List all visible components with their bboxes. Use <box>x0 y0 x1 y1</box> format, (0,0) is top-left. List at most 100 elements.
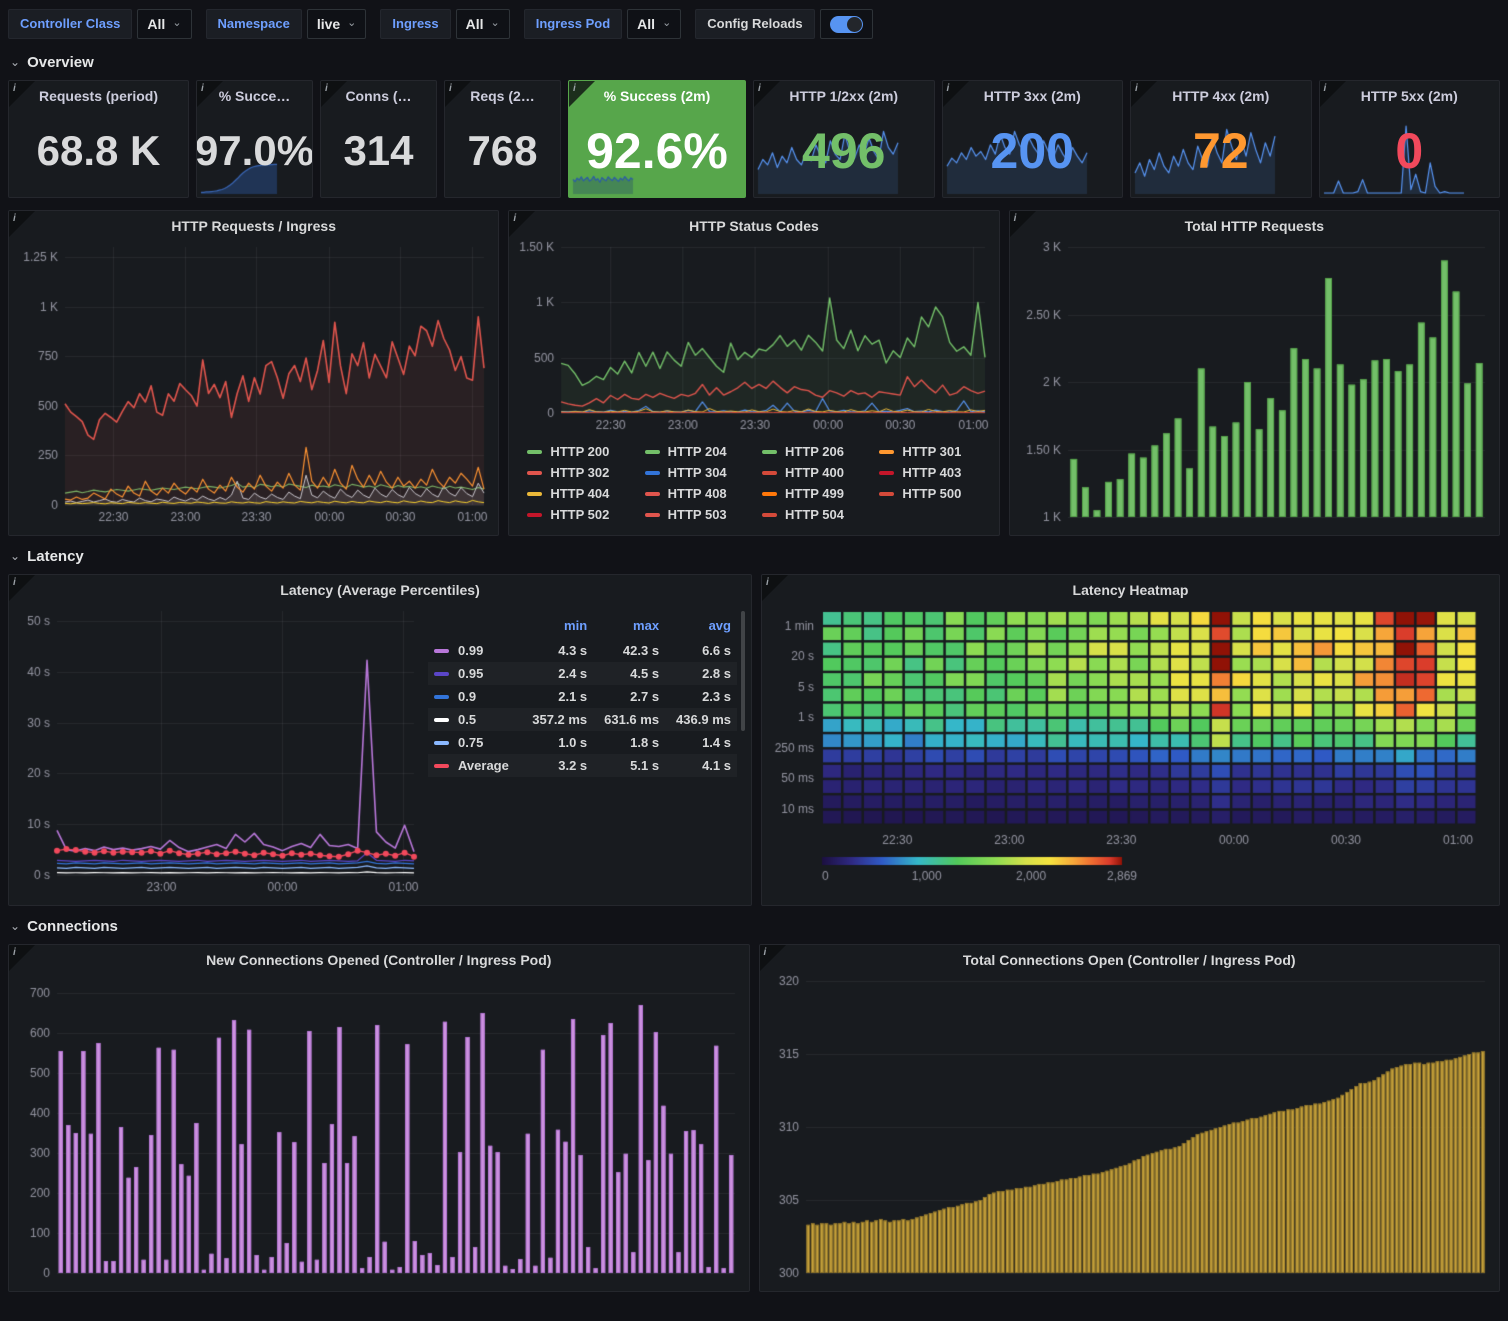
series-swatch <box>879 449 895 454</box>
legend-item[interactable]: HTTP 503 <box>644 504 756 525</box>
info-icon[interactable]: i <box>762 575 788 601</box>
series-swatch <box>527 449 543 454</box>
stat-min: 1.0 s <box>558 735 588 750</box>
legend-label: HTTP 301 <box>902 444 962 459</box>
info-icon[interactable]: i <box>9 945 35 971</box>
legend-item[interactable]: HTTP 403 <box>879 462 990 483</box>
legend-item[interactable]: HTTP 502 <box>527 504 638 525</box>
namespace-label[interactable]: Namespace <box>205 9 302 39</box>
stat-value: 92.6% <box>586 122 728 179</box>
info-icon[interactable]: i <box>1319 81 1346 107</box>
series-label[interactable]: Average <box>458 758 509 773</box>
ingress-select[interactable]: All ⌄ <box>455 9 510 39</box>
info-icon[interactable]: i <box>1131 81 1157 107</box>
info-icon[interactable]: i <box>759 945 786 971</box>
ingress-pod-label[interactable]: Ingress Pod <box>523 9 623 39</box>
series-label[interactable]: 0.95 <box>458 666 484 681</box>
latency-percentiles-chart[interactable] <box>13 603 425 901</box>
legend-item[interactable]: HTTP 408 <box>644 483 756 504</box>
info-icon[interactable]: i <box>1009 211 1036 237</box>
ingress-value: All <box>465 16 484 32</box>
legend-item[interactable]: HTTP 504 <box>761 504 873 525</box>
scrollbar[interactable] <box>740 611 745 731</box>
info-icon[interactable]: i <box>445 81 471 107</box>
ingress-pod-select[interactable]: All ⌄ <box>627 9 682 39</box>
series-label[interactable]: 0.5 <box>458 712 477 727</box>
series-label[interactable]: 0.75 <box>458 735 484 750</box>
filter-namespace: Namespace live ⌄ <box>205 9 367 39</box>
panel-latency-heatmap: i Latency Heatmap <box>761 574 1500 906</box>
config-reloads-toggle[interactable] <box>819 9 873 39</box>
panel-title[interactable]: Conns (… <box>345 88 412 104</box>
panel-http-requests-ingress: i HTTP Requests / Ingress <box>8 210 500 536</box>
info-icon[interactable]: i <box>9 211 35 237</box>
panel-title[interactable]: HTTP 3xx (2m) <box>983 88 1081 104</box>
panel-title[interactable]: Total Connections Open (Controller / Ing… <box>962 952 1296 968</box>
stat-avg: 2.3 s <box>702 689 731 704</box>
panel-title[interactable]: Latency Heatmap <box>1072 582 1189 598</box>
panel-title[interactable]: Requests (period) <box>38 88 158 104</box>
http-requests-chart[interactable] <box>13 239 495 531</box>
section-overview[interactable]: ⌄ Overview <box>10 50 1500 74</box>
col-avg[interactable]: avg <box>708 618 731 633</box>
info-icon[interactable]: i <box>321 81 347 107</box>
latency-heatmap-chart[interactable] <box>766 603 1495 901</box>
panel-total-http-requests: i Total HTTP Requests <box>1008 210 1500 536</box>
total-requests-chart[interactable] <box>1013 239 1495 531</box>
ingress-label[interactable]: Ingress <box>380 9 451 39</box>
info-icon[interactable]: i <box>197 81 223 107</box>
legend-item[interactable]: HTTP 200 <box>527 441 638 462</box>
series-swatch <box>761 512 777 517</box>
col-max[interactable]: max <box>633 618 660 633</box>
info-icon[interactable]: i <box>9 575 35 601</box>
legend-label: HTTP 408 <box>667 486 727 501</box>
panel-title[interactable]: % Success (2m) <box>603 88 711 104</box>
namespace-select[interactable]: live ⌄ <box>306 9 367 39</box>
series-label[interactable]: 0.99 <box>458 643 484 658</box>
legend-item[interactable]: HTTP 304 <box>644 462 756 483</box>
controller-class-label[interactable]: Controller Class <box>8 9 133 39</box>
legend-label: HTTP 504 <box>784 507 844 522</box>
series-swatch <box>527 470 543 475</box>
sparkline <box>944 123 1089 195</box>
info-icon[interactable]: i <box>569 81 595 107</box>
panel-title[interactable]: HTTP 5xx (2m) <box>1360 88 1458 104</box>
legend-item[interactable]: HTTP 499 <box>761 483 873 504</box>
panel-latency-percentiles: i Latency (Average Percentiles) min max … <box>8 574 752 906</box>
section-latency[interactable]: ⌄ Latency <box>10 544 1500 568</box>
sparkline <box>1133 123 1277 195</box>
info-icon[interactable]: i <box>754 81 780 107</box>
legend-item[interactable]: HTTP 204 <box>644 441 756 462</box>
legend-item[interactable]: HTTP 302 <box>527 462 638 483</box>
section-connections[interactable]: ⌄ Connections <box>10 914 1500 938</box>
legend-item[interactable]: HTTP 301 <box>879 441 990 462</box>
info-icon[interactable]: i <box>942 81 969 107</box>
panel-title[interactable]: Latency (Average Percentiles) <box>280 582 480 598</box>
chevron-down-icon: ⌄ <box>10 549 21 563</box>
chevron-down-icon: ⌄ <box>347 17 357 29</box>
panel-title[interactable]: HTTP Requests / Ingress <box>171 218 336 234</box>
panel-title[interactable]: New Connections Opened (Controller / Ing… <box>206 952 552 968</box>
stat-http-12xx: i HTTP 1/2xx (2m) 496 <box>753 80 935 198</box>
series-label[interactable]: 0.9 <box>458 689 477 704</box>
panel-title[interactable]: HTTP 4xx (2m) <box>1172 88 1270 104</box>
ingress-pod-value: All <box>637 16 656 32</box>
legend-item[interactable]: HTTP 400 <box>761 462 873 483</box>
new-connections-chart[interactable] <box>13 973 745 1287</box>
panel-title[interactable]: HTTP Status Codes <box>689 218 819 234</box>
legend-label: HTTP 499 <box>784 486 844 501</box>
legend-item[interactable]: HTTP 404 <box>527 483 638 504</box>
info-icon[interactable]: i <box>509 211 536 237</box>
panel-title[interactable]: HTTP 1/2xx (2m) <box>789 88 899 104</box>
controller-class-select[interactable]: All ⌄ <box>137 9 192 39</box>
legend-item[interactable]: HTTP 206 <box>761 441 873 462</box>
panel-title[interactable]: Reqs (2… <box>470 88 535 104</box>
panel-title[interactable]: % Succe… <box>218 88 291 104</box>
info-icon[interactable]: i <box>9 81 35 107</box>
panel-title[interactable]: Total HTTP Requests <box>1184 218 1325 234</box>
legend-item[interactable]: HTTP 500 <box>879 483 990 504</box>
total-connections-chart[interactable] <box>763 973 1495 1287</box>
series-swatch <box>644 512 660 517</box>
col-min[interactable]: min <box>564 618 588 633</box>
status-codes-chart[interactable] <box>513 239 995 439</box>
